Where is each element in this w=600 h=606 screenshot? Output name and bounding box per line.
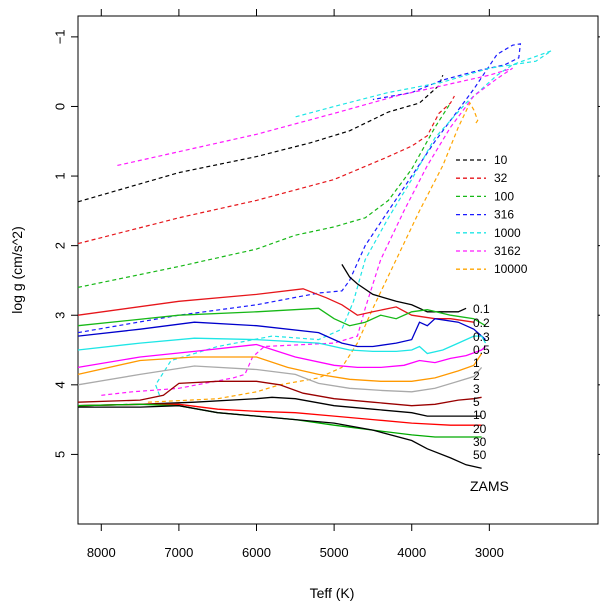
x-tick-label: 4000 bbox=[397, 545, 426, 560]
dashed-series-10000 bbox=[147, 101, 479, 403]
y-tick-label: 5 bbox=[53, 451, 68, 458]
y-axis-ticks: −1 0 1 2 3 4 5 bbox=[53, 29, 78, 458]
solid-series-0.5 bbox=[77, 318, 486, 348]
x-tick-label: 7000 bbox=[164, 545, 193, 560]
mass-label: 3 bbox=[473, 382, 480, 396]
mass-label: 50 bbox=[473, 448, 487, 462]
legend-label: 316 bbox=[494, 208, 514, 222]
legend-label: 3162 bbox=[494, 244, 521, 258]
legend-label: 32 bbox=[494, 171, 508, 185]
solid-series-10 bbox=[77, 380, 482, 407]
x-tick-label: 6000 bbox=[242, 545, 271, 560]
y-tick-label: 4 bbox=[53, 381, 68, 388]
mass-label: 10 bbox=[473, 408, 487, 422]
dashed-series-316 bbox=[77, 43, 522, 334]
mass-label: 30 bbox=[473, 435, 487, 449]
mass-label: 5 bbox=[473, 395, 480, 409]
y-tick-label: −1 bbox=[53, 29, 68, 44]
mass-label: 1 bbox=[473, 356, 480, 370]
y-tick-label: 0 bbox=[53, 103, 68, 110]
dashed-series-3162 bbox=[101, 67, 513, 396]
legend-label: 100 bbox=[494, 189, 514, 203]
solid-series-50 bbox=[77, 403, 482, 438]
dashed-series-100 bbox=[77, 102, 452, 288]
x-axis-title: Teff (K) bbox=[310, 585, 355, 601]
y-axis-title: log g (cm/s^2) bbox=[9, 226, 25, 313]
dashed-series-1000 bbox=[154, 50, 552, 396]
solid-series-3 bbox=[77, 353, 483, 382]
legend-label: 10 bbox=[494, 153, 508, 167]
solid-series-30 bbox=[77, 403, 482, 426]
mass-label-zams: ZAMS bbox=[470, 478, 509, 494]
mass-label: 0.5 bbox=[473, 343, 490, 357]
top-axis-ticks bbox=[100, 9, 490, 16]
right-axis-ticks bbox=[598, 36, 600, 455]
mass-label: 2 bbox=[473, 369, 480, 383]
dashed-series-group bbox=[77, 43, 552, 403]
mass-label: 20 bbox=[473, 422, 487, 436]
legend-label: 1000 bbox=[494, 226, 521, 240]
plot-frame bbox=[77, 15, 599, 525]
mass-label: 0.1 bbox=[473, 302, 490, 316]
x-tick-label: 3000 bbox=[475, 545, 504, 560]
dashed-series-10 bbox=[77, 74, 444, 203]
solid-series-5 bbox=[77, 365, 483, 393]
mass-label: 0.2 bbox=[473, 316, 490, 330]
legend: 10 32 100 316 1000 3162 10000 bbox=[456, 153, 528, 276]
solid-series-1 bbox=[77, 335, 487, 355]
solid-series-zams bbox=[78, 405, 482, 469]
y-tick-label: 3 bbox=[53, 312, 68, 319]
dashed-series-32 bbox=[77, 95, 455, 245]
y-tick-label: 2 bbox=[53, 242, 68, 249]
solid-series-2 bbox=[77, 343, 486, 369]
solid-series-0.1 bbox=[341, 264, 467, 313]
solid-series-20 bbox=[77, 396, 482, 417]
legend-label: 10000 bbox=[494, 262, 528, 276]
x-tick-label: 5000 bbox=[320, 545, 349, 560]
mass-label: 0.3 bbox=[473, 330, 490, 344]
x-tick-label: 8000 bbox=[87, 545, 116, 560]
y-tick-label: 1 bbox=[53, 172, 68, 179]
solid-series-0.3 bbox=[77, 307, 486, 327]
solid-series-group bbox=[77, 264, 487, 469]
x-axis-ticks: 8000 7000 6000 5000 4000 3000 bbox=[87, 524, 504, 560]
